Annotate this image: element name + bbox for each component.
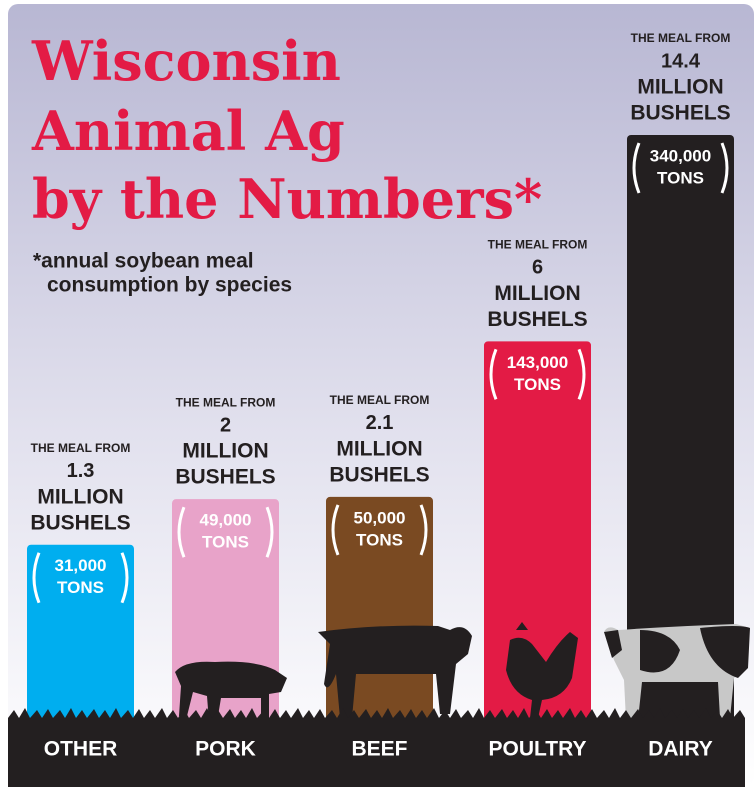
title-line: Animal Ag	[31, 99, 345, 163]
unit-label: TONS	[57, 578, 104, 597]
bushels-prefix: THE MEAL FROM	[330, 393, 430, 407]
chart: Wisconsin Animal Ag by the Numbers* *ann…	[0, 0, 754, 787]
value-label: 340,000	[650, 146, 711, 165]
bushels-unit: BUSHELS	[630, 102, 730, 125]
bushels-unit: MILLION	[37, 485, 123, 508]
x-tick-label: PORK	[195, 738, 256, 761]
bushels-value: 6	[532, 257, 543, 279]
bushels-unit: MILLION	[182, 440, 268, 463]
bushels-unit: MILLION	[336, 437, 422, 460]
x-tick-label: OTHER	[44, 738, 118, 761]
bushels-unit: BUSHELS	[175, 466, 275, 489]
bushels-prefix: THE MEAL FROM	[488, 237, 588, 251]
x-tick-label: DAIRY	[648, 738, 713, 761]
unit-label: TONS	[514, 375, 561, 394]
bushels-value: 2	[220, 414, 231, 436]
bushels-unit: BUSHELS	[487, 308, 587, 331]
unit-label: TONS	[356, 530, 403, 549]
title-line: Wisconsin	[31, 29, 341, 93]
subtitle-line: consumption by species	[47, 274, 292, 297]
value-label: 31,000	[55, 556, 107, 575]
bushels-value: 14.4	[661, 50, 701, 72]
bushels-unit: MILLION	[494, 282, 580, 305]
bushels-prefix: THE MEAL FROM	[176, 395, 276, 409]
value-label: 143,000	[507, 353, 568, 372]
unit-label: TONS	[657, 168, 704, 187]
x-tick-label: POULTRY	[489, 738, 587, 761]
value-label: 50,000	[354, 508, 406, 527]
bushels-unit: MILLION	[637, 76, 723, 99]
subtitle-line: *annual soybean meal	[33, 250, 254, 273]
bushels-prefix: THE MEAL FROM	[631, 31, 731, 45]
bushels-value: 1.3	[67, 460, 95, 482]
bushels-unit: BUSHELS	[329, 463, 429, 486]
bushels-unit: BUSHELS	[30, 511, 130, 534]
title-line: by the Numbers*	[32, 167, 542, 231]
bushels-prefix: THE MEAL FROM	[31, 441, 131, 455]
bushels-value: 2.1	[366, 412, 394, 434]
value-label: 49,000	[200, 511, 252, 530]
unit-label: TONS	[202, 533, 249, 552]
x-tick-label: BEEF	[351, 738, 407, 761]
